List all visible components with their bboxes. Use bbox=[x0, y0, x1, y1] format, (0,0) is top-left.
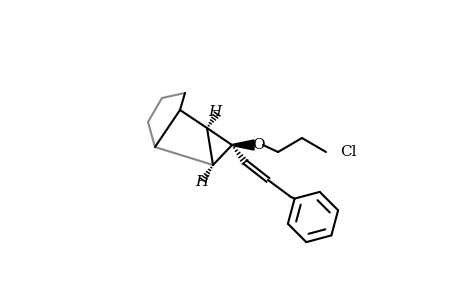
Text: H: H bbox=[195, 175, 208, 189]
Text: Cl: Cl bbox=[339, 145, 356, 159]
Text: O: O bbox=[251, 138, 264, 152]
Polygon shape bbox=[231, 140, 253, 150]
Text: H: H bbox=[208, 105, 221, 119]
